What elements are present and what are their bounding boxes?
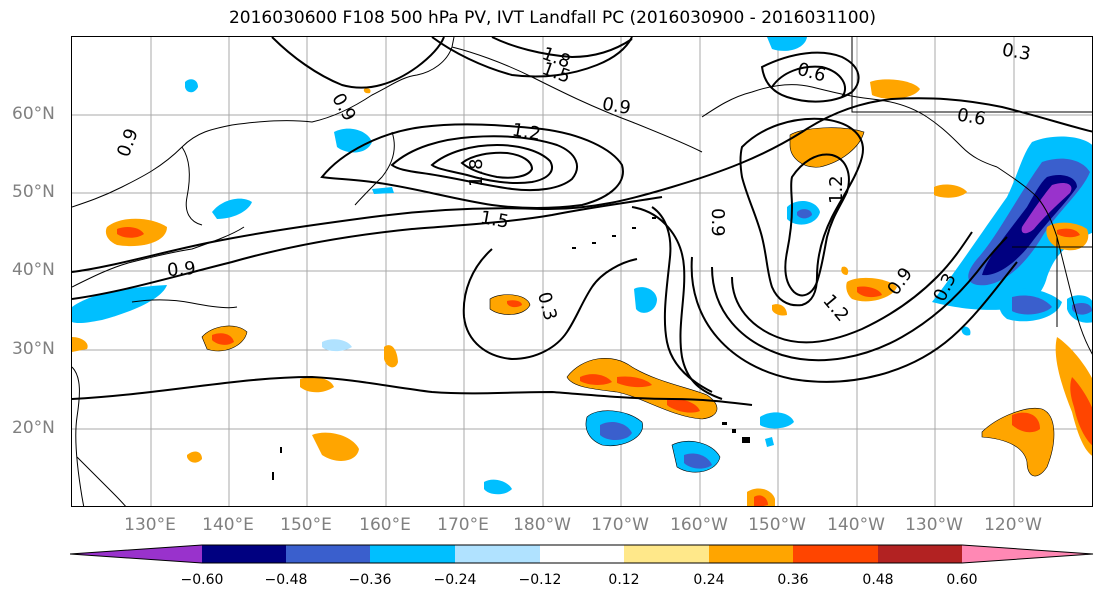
contour-label: 0.6	[955, 104, 987, 130]
colorbar-tick-label: 0.24	[693, 572, 725, 588]
colorbar-segment	[878, 545, 962, 563]
colorbar-segment	[370, 545, 455, 563]
colorbar-segment	[455, 545, 540, 563]
latitude-label: 30°N	[12, 339, 55, 359]
longitude-label: 130°W	[905, 515, 963, 535]
longitude-label: 170°W	[591, 515, 649, 535]
latitude-label: 20°N	[12, 418, 55, 438]
islands	[272, 217, 750, 480]
colorbar-segment	[793, 545, 878, 563]
colorbar-tick-label: −0.24	[433, 572, 477, 588]
map-panel: 0.9 0.9 1.8 1.5 0.6 0.9 0.6 1.2 1.8 1.5 …	[71, 36, 1093, 507]
negative-shading	[72, 37, 1092, 495]
colorbar-segment	[624, 545, 709, 563]
map-plot: 0.9 0.9 1.8 1.5 0.6 0.9 0.6 1.2 1.8 1.5 …	[72, 37, 1092, 506]
positive-shading	[72, 79, 1092, 506]
longitude-label: 150°E	[280, 515, 332, 535]
contour-label: 1.2	[826, 175, 847, 204]
contour-label: 0.3	[1000, 39, 1032, 65]
contour-label: 0.3	[533, 290, 561, 323]
colorbar-tick-label: −0.12	[518, 572, 562, 588]
longitude-label: 150°W	[748, 515, 806, 535]
contour-label: 0.9	[707, 208, 728, 237]
contour-label: 0.9	[600, 94, 632, 120]
colorbar-segment	[70, 545, 202, 563]
contour-label: 0.9	[166, 258, 196, 281]
colorbar-tick-label: −0.36	[348, 572, 392, 588]
longitude-label: 120°W	[984, 515, 1042, 535]
map-title: 2016030600 F108 500 hPa PV, IVT Landfall…	[228, 8, 876, 28]
contour-label: 0.9	[113, 126, 143, 160]
colorbar	[70, 544, 1094, 564]
colorbar-segment	[709, 545, 793, 563]
longitude-label: 180°W	[513, 515, 571, 535]
shading-outlines	[201, 127, 1055, 477]
longitude-label: 130°E	[124, 515, 176, 535]
colorbar-segment	[962, 545, 1093, 563]
longitude-label: 160°W	[670, 515, 728, 535]
longitude-label: 170°E	[437, 515, 489, 535]
graticule	[72, 37, 1092, 506]
colorbar-segment	[540, 545, 624, 563]
colorbar-segment	[286, 545, 370, 563]
longitude-label: 160°E	[359, 515, 411, 535]
coastlines	[72, 37, 1092, 506]
colorbar-tick-label: 0.36	[777, 572, 809, 588]
latitude-label: 60°N	[12, 104, 55, 124]
colorbar-tick-label: 0.48	[862, 572, 894, 588]
colorbar-segment	[202, 545, 286, 563]
pv-contours	[72, 37, 1092, 406]
colorbar-tick-label: 0.60	[946, 572, 978, 588]
contour-label: 0.9	[327, 90, 360, 125]
latitude-label: 50°N	[12, 182, 55, 202]
colorbar-tick-label: −0.60	[180, 572, 224, 588]
colorbar-tick-label: −0.48	[264, 572, 308, 588]
contour-label: 1.5	[479, 207, 511, 233]
colorbar-tick-label: 0.12	[608, 572, 640, 588]
longitude-label: 140°W	[827, 515, 885, 535]
contour-label: 1.2	[818, 290, 852, 325]
contour-label: 1.8	[466, 158, 487, 187]
contour-label: 1.2	[510, 119, 542, 145]
longitude-label: 140°E	[202, 515, 254, 535]
colorbar-outline	[70, 544, 1094, 564]
latitude-label: 40°N	[12, 260, 55, 280]
contour-label: 0.6	[795, 59, 828, 87]
colorbar-segments	[70, 544, 1094, 564]
